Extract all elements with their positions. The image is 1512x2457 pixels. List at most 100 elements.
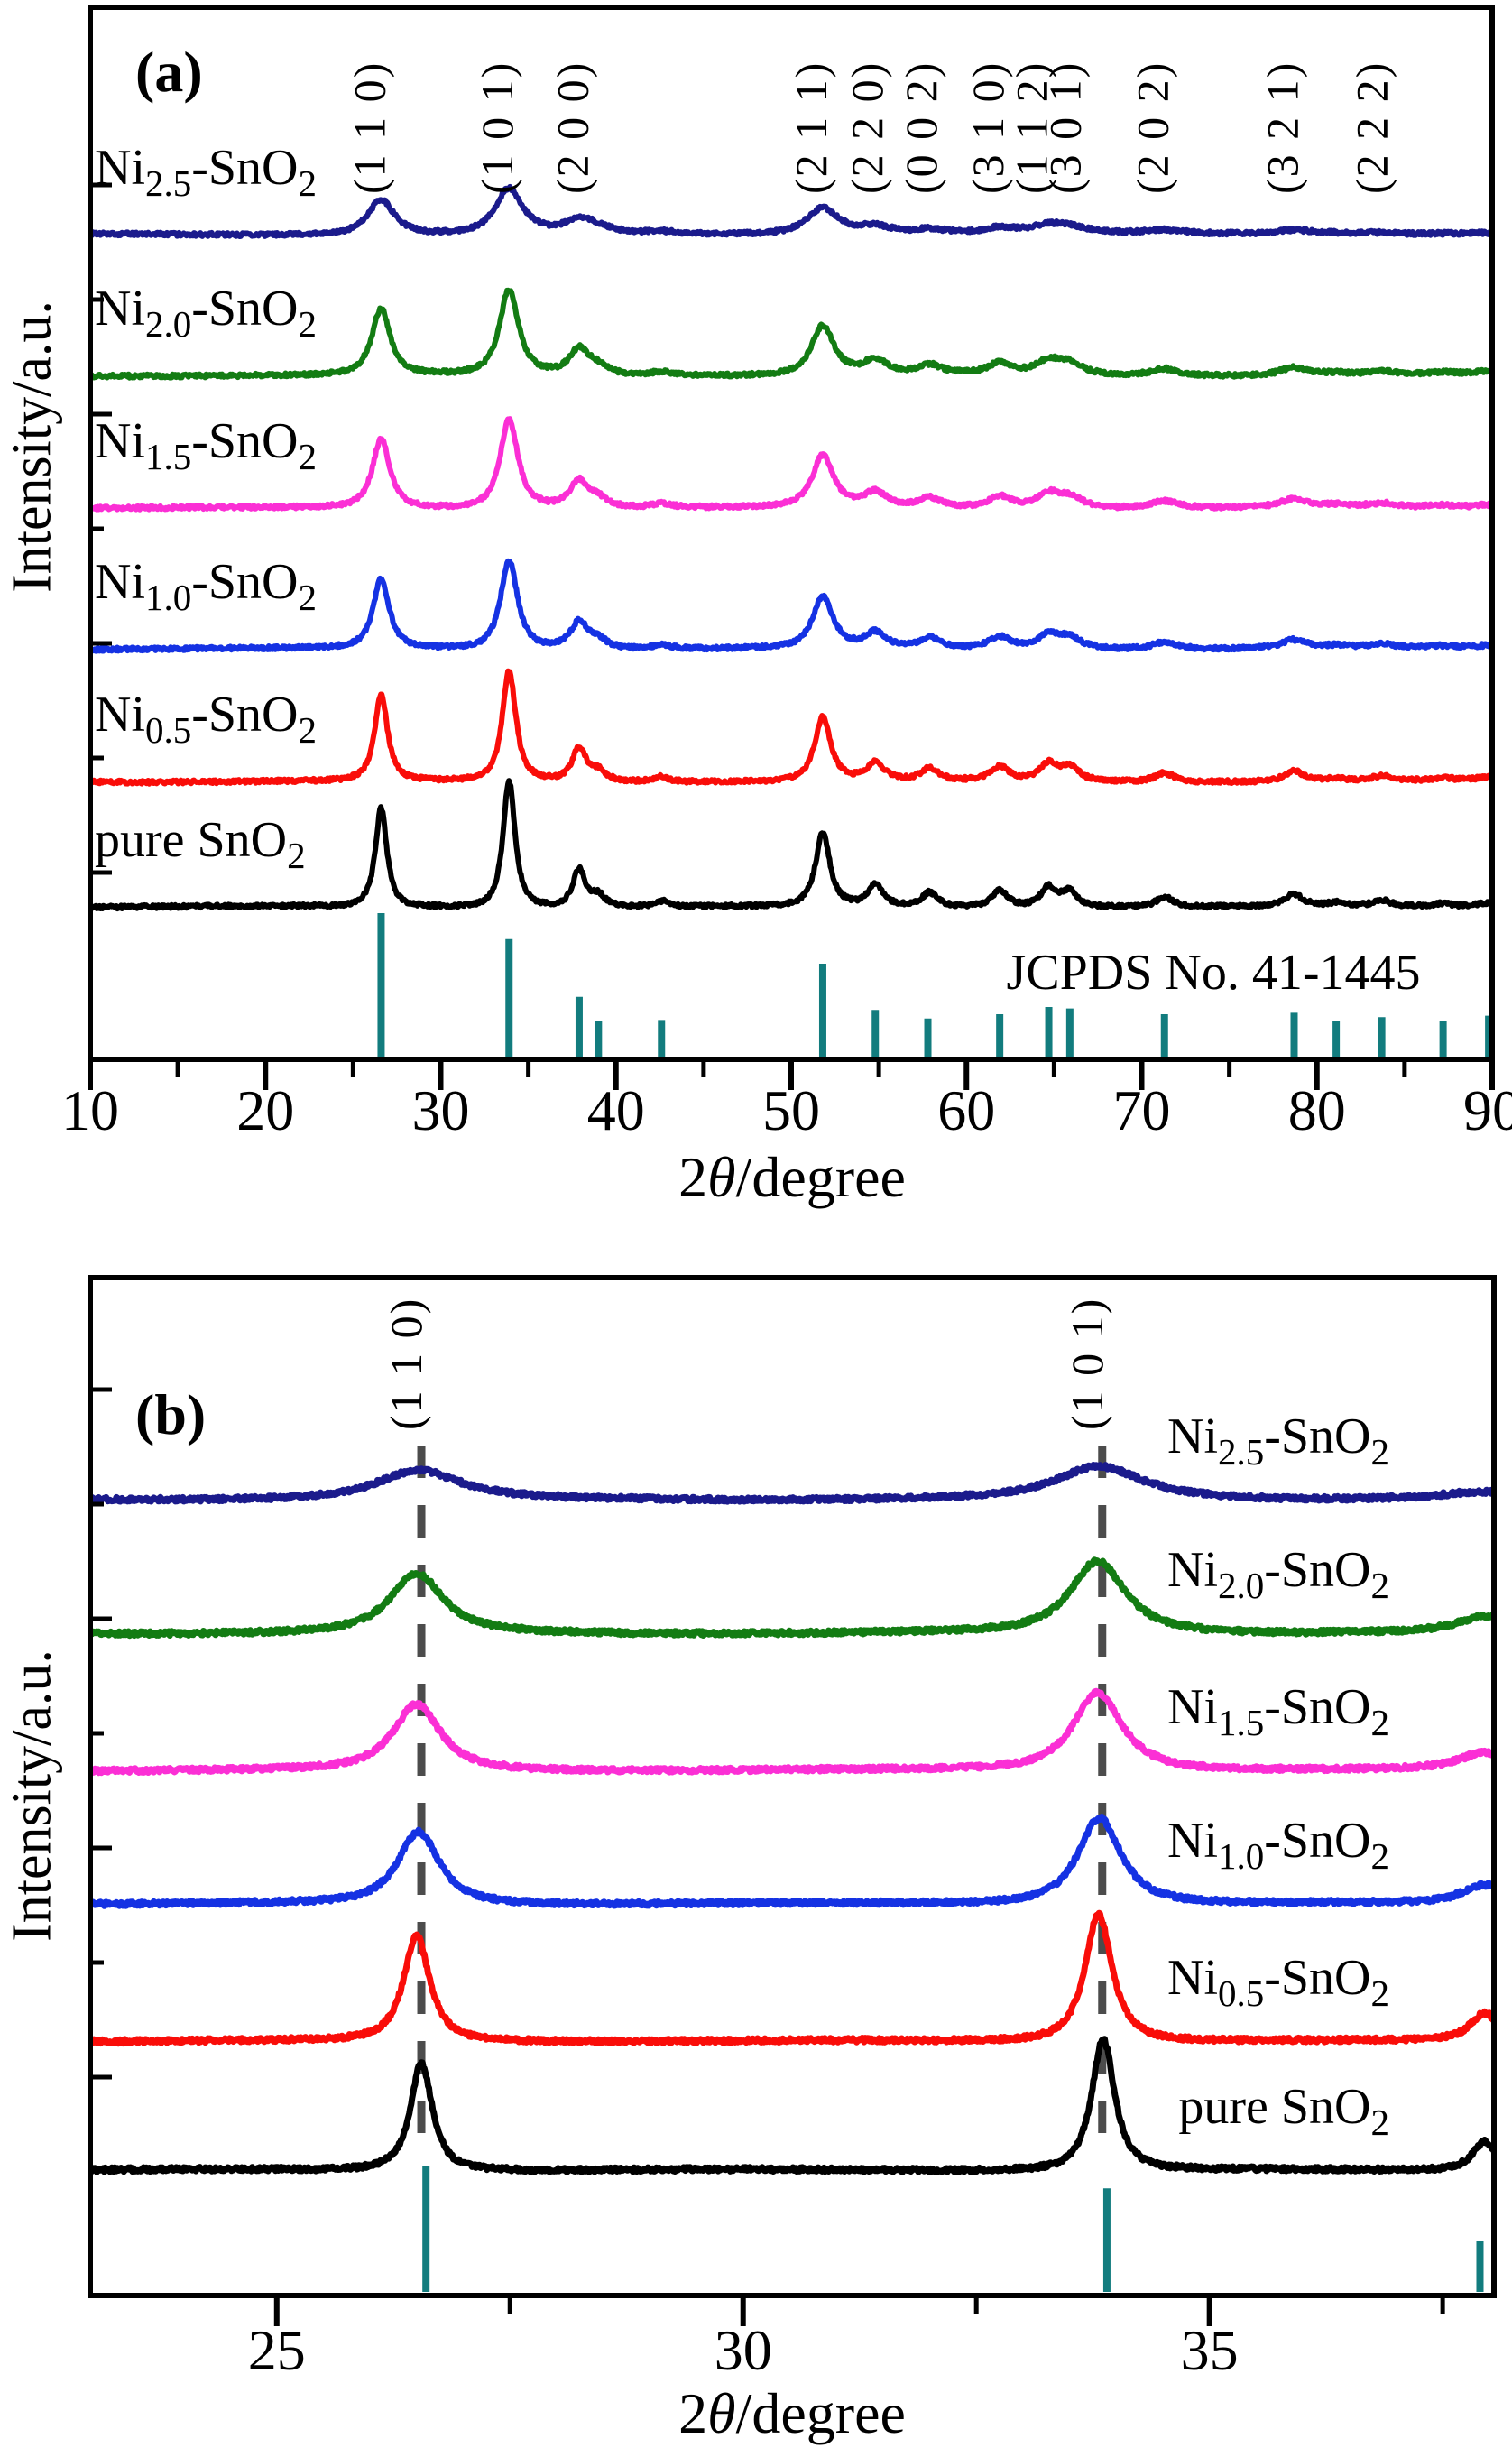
xrd-curve-a-pure SnO2: [90, 778, 1492, 912]
sample-label-text: pure SnO: [1178, 2078, 1371, 2135]
sample-label-b-Ni1.0-SnO2: Ni1.0-SnO2: [1167, 1812, 1389, 1878]
miller-index-label: (1 1 2): [1007, 61, 1057, 194]
sample-label-text: Ni: [95, 553, 145, 610]
xrd-curve-b-Ni2.0-SnO2: [90, 1556, 1494, 1640]
sample-label-text: Ni: [1167, 1541, 1219, 1598]
xrd-curve-b-Ni1.5-SnO2: [90, 1687, 1494, 1777]
sample-label-a-Ni2.5-SnO2: Ni2.5-SnO2: [95, 139, 317, 205]
x-tick-label: 70: [1113, 1078, 1171, 1142]
x-tick-label: 40: [587, 1078, 645, 1142]
x-tick-label: 10: [61, 1078, 119, 1142]
sample-label-text: -SnO: [1264, 1949, 1371, 2006]
sample-label-text: Ni: [95, 280, 145, 337]
xrd-curve-b-Ni2.5-SnO2: [90, 1462, 1494, 1505]
panel-b-xlabel-pre: 2: [678, 2381, 708, 2445]
sample-label-b-pure SnO2: pure SnO2: [1178, 2078, 1389, 2144]
sample-label-a-pure SnO2: pure SnO2: [95, 811, 306, 877]
sample-label-subscript: 1.0: [1218, 1834, 1265, 1877]
x-tick-label: 50: [762, 1078, 820, 1142]
sample-label-subscript: 2: [1370, 2101, 1390, 2143]
x-tick-label: 20: [236, 1078, 294, 1142]
sample-label-text: pure SnO: [95, 811, 288, 868]
sample-label-text: -SnO: [191, 280, 299, 337]
sample-label-text: Ni: [95, 139, 145, 196]
sample-label-text: Ni: [1167, 1812, 1219, 1869]
miller-index-label: (1 0 1): [472, 61, 522, 194]
sample-label-b-Ni2.0-SnO2: Ni2.0-SnO2: [1167, 1541, 1389, 1607]
sample-label-text: -SnO: [1264, 1408, 1371, 1464]
sample-label-text: -SnO: [1264, 1678, 1371, 1735]
x-tick-label: 30: [715, 2318, 772, 2382]
sample-label-text: Ni: [1167, 1949, 1219, 2006]
sample-label-text: Ni: [95, 686, 145, 743]
panel-a-ylabel: Intensity/a.u.: [1, 300, 63, 593]
sample-label-subscript: 2.5: [1218, 1430, 1265, 1473]
miller-index-label: (1 1 0): [344, 61, 394, 194]
sample-label-text: Ni: [1167, 1678, 1219, 1735]
xrd-curve-a-Ni1.5-SnO2: [90, 416, 1492, 513]
sample-label-subscript: 2: [1370, 1972, 1390, 2014]
miller-index-label: (2 2 2): [1347, 61, 1397, 194]
sample-label-subscript: 1.5: [1218, 1701, 1265, 1743]
sample-label-subscript: 2: [298, 708, 317, 751]
panel-a-xlabel-theta: θ: [707, 1145, 736, 1209]
miller-index-label: (3 0 1): [1040, 61, 1091, 194]
xrd-curve-b-Ni0.5-SnO2: [90, 1909, 1494, 2047]
sample-label-b-Ni0.5-SnO2: Ni0.5-SnO2: [1167, 1949, 1389, 2015]
miller-index-label: (1 1 0): [381, 1298, 431, 1430]
xrd-curve-a-Ni1.0-SnO2: [90, 558, 1492, 654]
sample-label-a-Ni1.0-SnO2: Ni1.0-SnO2: [95, 553, 317, 619]
x-tick-label: 30: [412, 1078, 470, 1142]
sample-label-subscript: 2.5: [145, 162, 192, 204]
sample-label-subscript: 0.5: [145, 708, 192, 751]
sample-label-subscript: 2: [1370, 1430, 1390, 1473]
sample-label-a-Ni2.0-SnO2: Ni2.0-SnO2: [95, 280, 317, 346]
xrd-curve-a-Ni2.0-SnO2: [90, 287, 1492, 381]
sample-label-b-Ni1.5-SnO2: Ni1.5-SnO2: [1167, 1678, 1389, 1744]
xrd-curve-b-pure SnO2: [90, 2036, 1494, 2175]
sample-label-subscript: 2: [298, 435, 317, 477]
miller-index-label: (2 0 2): [1128, 61, 1178, 194]
sample-label-subscript: 2: [298, 162, 317, 204]
plot-frame-b: [88, 1275, 1497, 2298]
xrd-curve-a-Ni0.5-SnO2: [90, 668, 1492, 787]
sample-label-subscript: 2: [1370, 1564, 1390, 1606]
miller-index-label: (1 0 1): [1062, 1298, 1112, 1430]
sample-label-subscript: 2: [298, 302, 317, 345]
sample-label-subscript: 2: [1370, 1701, 1390, 1743]
x-tick-label: 90: [1463, 1078, 1512, 1142]
miller-index-label: (3 1 0): [963, 61, 1013, 194]
panel-b-xlabel-post: /degree: [735, 2381, 906, 2445]
jcpds-reference-label: JCPDS No. 41-1445: [1006, 945, 1421, 1001]
sample-label-subscript: 2: [1370, 1834, 1390, 1877]
x-tick-label: 80: [1288, 1078, 1346, 1142]
sample-label-a-Ni1.5-SnO2: Ni1.5-SnO2: [95, 412, 317, 478]
panel-b-xlabel: 2θ/degree: [678, 2380, 906, 2447]
sample-label-text: Ni: [95, 412, 145, 469]
x-tick-label: 35: [1181, 2318, 1239, 2382]
panel-b-xlabel-theta: θ: [707, 2381, 736, 2445]
panel-a-label: (a): [135, 40, 203, 104]
sample-label-subscript: 0.5: [1218, 1972, 1265, 2014]
miller-index-label: (2 1 1): [786, 61, 836, 194]
panel-a-xlabel-pre: 2: [678, 1145, 708, 1209]
sample-label-text: -SnO: [191, 412, 299, 469]
x-tick-label: 60: [937, 1078, 995, 1142]
panel-b-label: (b): [135, 1382, 207, 1446]
sample-label-subscript: 2.0: [145, 302, 192, 345]
panel-b-ylabel: Intensity/a.u.: [1, 1649, 63, 1942]
sample-label-subscript: 1.5: [145, 435, 192, 477]
sample-label-text: -SnO: [1264, 1812, 1371, 1869]
xrd-curve-b-Ni1.0-SnO2: [90, 1814, 1494, 1909]
sample-label-subscript: 2: [287, 834, 306, 876]
sample-label-text: -SnO: [191, 686, 299, 743]
panel-a-xlabel: 2θ/degree: [678, 1144, 906, 1211]
sample-label-b-Ni2.5-SnO2: Ni2.5-SnO2: [1167, 1408, 1389, 1473]
sample-label-subscript: 1.0: [145, 576, 192, 618]
sample-label-a-Ni0.5-SnO2: Ni0.5-SnO2: [95, 686, 317, 752]
sample-label-subscript: 2: [298, 576, 317, 618]
sample-label-text: Ni: [1167, 1408, 1219, 1464]
xrd-curve-a-Ni2.5-SnO2: [90, 183, 1492, 239]
